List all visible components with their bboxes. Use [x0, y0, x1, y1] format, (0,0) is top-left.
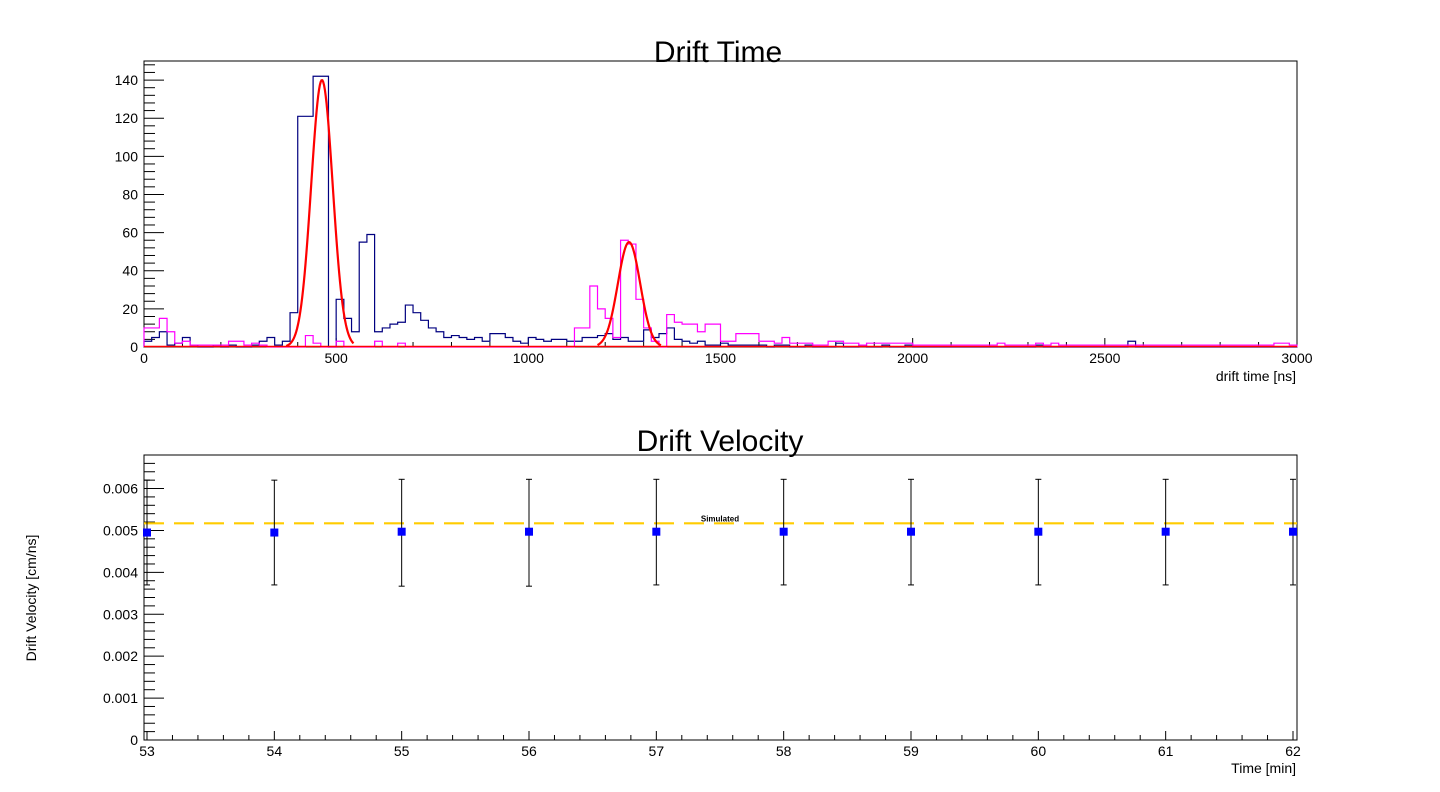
simulated-line-group: Simulated	[144, 514, 1297, 525]
drift-time-ytick-label: 20	[122, 301, 138, 317]
gaussian-fit-2	[596, 241, 662, 347]
drift-velocity-xtick-label: 57	[649, 743, 665, 759]
drift-velocity-ytick-label: 0.006	[103, 481, 138, 497]
data-point	[525, 527, 533, 536]
drift-velocity-xtick-label: 53	[139, 743, 155, 759]
drift-time-xtick-label: 3000	[1281, 350, 1312, 366]
drift-velocity-xlabel: Time [min]	[1231, 760, 1296, 776]
drift-time-chart: Drift Time 0 20 40 60 80 100 120 140 0 500 1000 150…	[115, 36, 1313, 384]
data-point	[1161, 527, 1170, 536]
drift-time-xtick-label: 1000	[513, 350, 544, 366]
drift-time-xtick-label: 500	[324, 350, 348, 366]
drift-velocity-ytick-label: 0	[130, 732, 138, 748]
drift-velocity-xtick-label: 56	[521, 743, 537, 759]
gaussian-fit-1	[285, 79, 355, 347]
drift-time-xtick-label: 1500	[705, 350, 736, 366]
data-point	[397, 527, 406, 536]
drift-velocity-xtick-label: 61	[1158, 743, 1174, 759]
histogram-2	[143, 239, 1298, 348]
drift-velocity-title: Drift Velocity	[637, 425, 804, 458]
drift-time-ytick-label: 100	[115, 148, 139, 164]
drift-velocity-ticks: 0 0.001 0.002 0.003 0.004 0.005 0.006 53 54 55 56 5…	[103, 462, 1301, 759]
drift-time-ticks: 0 20 40 60 80 100 120 140 0 500 1000 1500 2000 2500 30…	[115, 64, 1313, 366]
drift-velocity-points	[143, 478, 1297, 587]
data-point	[143, 528, 151, 537]
data-point	[779, 527, 788, 536]
data-point	[652, 527, 661, 536]
drift-velocity-ytick-label: 0.004	[103, 564, 138, 580]
data-point	[907, 527, 915, 536]
drift-time-title: Drift Time	[654, 36, 782, 69]
drift-velocity-frame	[143, 454, 1298, 741]
drift-time-xtick-label: 2500	[1089, 350, 1120, 366]
simulated-label: Simulated	[701, 514, 739, 523]
drift-velocity-chart: Drift Velocity 0 0.001 0.002 0.003 0.004 0.00…	[23, 425, 1301, 776]
drift-time-xtick-label: 0	[140, 350, 148, 366]
data-point	[1034, 527, 1043, 536]
drift-velocity-ytick-label: 0.005	[103, 522, 138, 538]
drift-velocity-xtick-label: 60	[1031, 743, 1047, 759]
drift-time-ytick-label: 40	[122, 263, 138, 279]
drift-time-ytick-label: 80	[122, 186, 138, 202]
data-point	[270, 528, 279, 537]
drift-velocity-ylabel: Drift Velocity [cm/ns]	[23, 535, 39, 662]
drift-time-ytick-label: 0	[130, 339, 138, 355]
drift-time-xtick-label: 2000	[897, 350, 928, 366]
drift-time-ytick-label: 140	[115, 72, 139, 88]
drift-time-fits	[144, 79, 1297, 348]
drift-velocity-ytick-label: 0.002	[103, 648, 138, 664]
data-point	[1289, 527, 1297, 536]
drift-velocity-xtick-label: 62	[1285, 743, 1301, 759]
drift-velocity-xtick-label: 59	[903, 743, 919, 759]
drift-time-ytick-label: 120	[115, 110, 139, 126]
drift-time-ytick-label: 60	[122, 225, 138, 241]
drift-time-xlabel: drift time [ns]	[1216, 368, 1296, 384]
drift-velocity-xtick-label: 58	[776, 743, 792, 759]
drift-velocity-xtick-label: 54	[267, 743, 283, 759]
drift-velocity-xtick-label: 55	[394, 743, 410, 759]
drift-velocity-ytick-label: 0.003	[103, 606, 138, 622]
drift-velocity-ytick-label: 0.001	[103, 690, 138, 706]
